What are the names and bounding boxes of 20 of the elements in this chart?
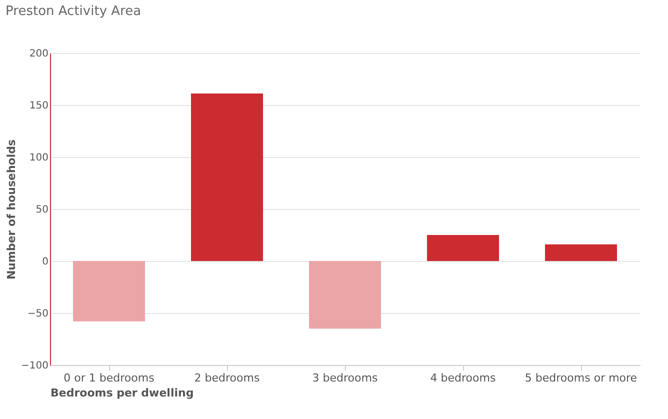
y-axis-title: Number of households (5, 139, 18, 280)
y-tick-label: 150 (29, 100, 48, 112)
y-tick-label: 50 (36, 204, 48, 216)
bar (191, 94, 263, 261)
chart-subtitle: Preston Activity Area (6, 4, 142, 19)
y-tick-label: −50 (27, 308, 48, 320)
y-tick-label: −100 (21, 360, 48, 372)
x-tick-label: 5 bedrooms or more (524, 372, 638, 384)
x-axis-title: Bedrooms per dwelling (50, 386, 194, 400)
y-tick-label: 100 (29, 152, 48, 164)
bar (73, 261, 145, 322)
x-tick-label: 3 bedrooms (312, 372, 378, 384)
y-tick-label: 200 (29, 48, 48, 60)
x-tick-label: 4 bedrooms (430, 372, 496, 384)
bar (427, 235, 499, 261)
y-tick-label: 0 (42, 256, 48, 268)
x-tick-label: 0 or 1 bedrooms (64, 372, 155, 384)
bar (309, 261, 381, 329)
bar (545, 244, 617, 261)
x-tick-label: 2 bedrooms (194, 372, 260, 384)
